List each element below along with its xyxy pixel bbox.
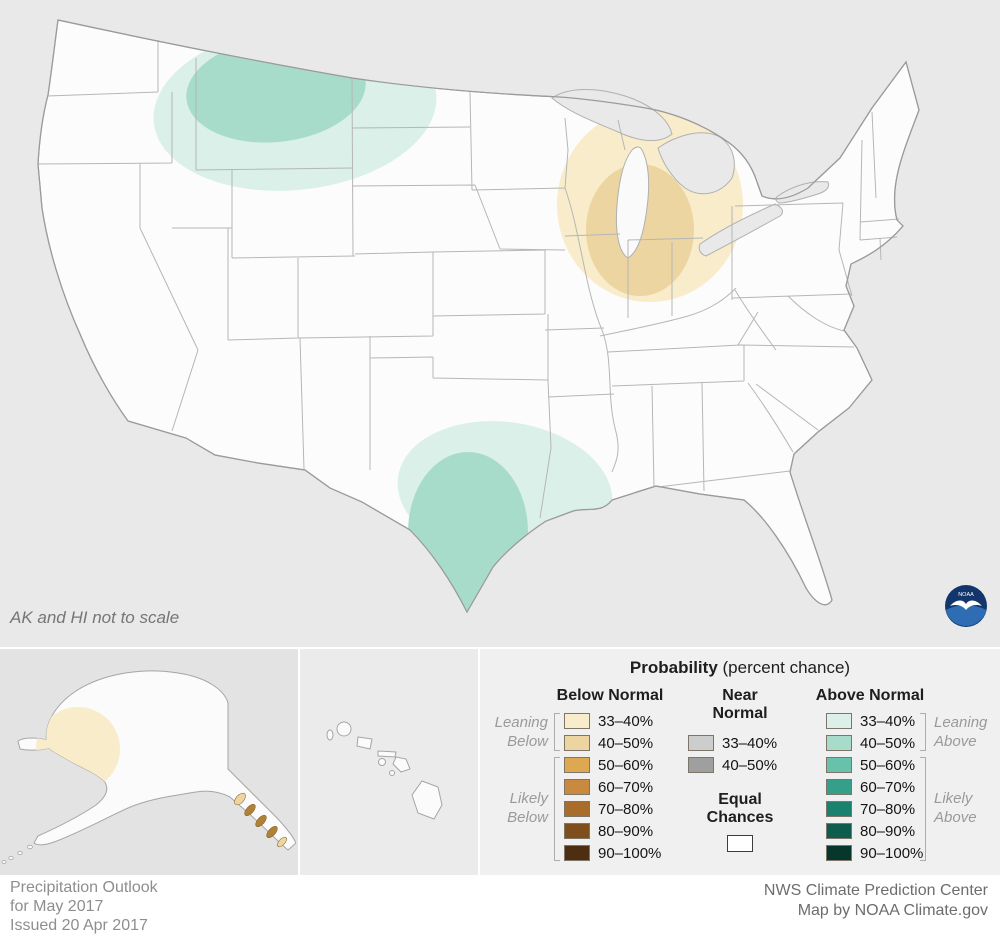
region-leaning-below-west-alaska <box>36 707 120 791</box>
legend-row: 60–70% <box>826 778 923 796</box>
legend-swatch <box>826 801 852 817</box>
legend-row: 50–60% <box>564 756 661 774</box>
noaa-logo: NOAA <box>944 584 988 628</box>
legend-rows-above: 33–40% 40–50% 50–60% 60–70% 70–80% 80–90… <box>826 712 924 862</box>
legend-row: 80–90% <box>564 822 661 840</box>
legend-row: 50–60% <box>826 756 923 774</box>
legend-row-label: 90–100% <box>598 844 662 862</box>
legend-row-label: 40–50% <box>598 734 654 752</box>
lake-superior <box>551 89 673 141</box>
legend-rows-near: 33–40% 40–50% <box>688 734 778 774</box>
lake-ontario <box>775 181 830 204</box>
legend-swatch <box>826 757 852 773</box>
legend-swatch <box>826 779 852 795</box>
lake-michigan <box>615 146 650 259</box>
legend-row-label: 33–40% <box>860 712 916 730</box>
legend-swatch <box>564 757 590 773</box>
footer-line: Issued 20 Apr 2017 <box>10 917 148 934</box>
legend-header-above: Above Normal <box>815 687 925 704</box>
legend-row-label: 80–90% <box>860 822 916 840</box>
legend-row: 80–90% <box>826 822 923 840</box>
footer-credits: NWS Climate Prediction Center Map by NOA… <box>764 881 988 921</box>
map-area: AK and HI not to scale NOAA <box>0 0 1000 647</box>
legend-row-label: 33–40% <box>598 712 654 730</box>
hawaii-inset <box>300 647 480 875</box>
footer-line: for May 2017 <box>10 898 104 915</box>
legend: Probability (percent chance) Below Norma… <box>480 647 1000 875</box>
legend-row-label: 50–60% <box>860 756 916 774</box>
footer-product-info: Precipitation Outlook for May 2017 Issue… <box>10 878 158 935</box>
scale-note: AK and HI not to scale <box>10 608 180 627</box>
legend-swatch <box>826 735 852 751</box>
footer-line: NWS Climate Prediction Center <box>763 882 988 899</box>
legend-row: 40–50% <box>564 734 661 752</box>
label-likely-below: Likely Below <box>507 790 548 826</box>
legend-row-label: 33–40% <box>722 734 778 752</box>
legend-row: 70–80% <box>826 800 923 818</box>
legend-row-label: 50–60% <box>598 756 654 774</box>
bracket-leaning-below <box>554 713 560 751</box>
region-leaning-above-texas-40-50 <box>408 452 528 612</box>
footer: Precipitation Outlook for May 2017 Issue… <box>0 875 1000 938</box>
legend-swatch <box>564 735 590 751</box>
footer-line: Precipitation Outlook <box>10 879 158 896</box>
legend-swatch <box>564 823 590 839</box>
equal-chances-swatch <box>727 835 753 852</box>
legend-row-label: 40–50% <box>860 734 916 752</box>
legend-swatch <box>826 845 852 861</box>
bracket-leaning-above <box>920 713 926 751</box>
label-leaning-below: Leaning Below <box>494 714 548 750</box>
noaa-logo-sea <box>945 605 987 627</box>
legend-row: 33–40% <box>564 712 661 730</box>
legend-row-label: 70–80% <box>598 800 654 818</box>
legend-row: 40–50% <box>688 756 778 774</box>
legend-row: 33–40% <box>826 712 923 730</box>
aleutian-islands <box>1 844 33 864</box>
legend-row-label: 80–90% <box>598 822 654 840</box>
legend-row: 90–100% <box>564 844 662 862</box>
noaa-seagull-icon <box>950 600 982 610</box>
legend-row-label: 90–100% <box>860 844 924 862</box>
us-map <box>37 19 920 614</box>
region-leaning-below-southeast-alaska <box>234 792 287 848</box>
us-outline <box>37 19 920 614</box>
lake-huron <box>657 132 735 195</box>
legend-swatch <box>564 779 590 795</box>
legend-header-near: Near Normal <box>712 687 768 722</box>
legend-title-rest: (percent chance) <box>717 658 851 677</box>
state-borders <box>37 40 900 519</box>
legend-row-label: 40–50% <box>722 756 778 774</box>
legend-row: 40–50% <box>826 734 923 752</box>
label-likely-above: Likely Above <box>934 790 977 826</box>
legend-title: Probability (percent chance) <box>480 658 1000 678</box>
legend-swatch <box>564 713 590 729</box>
legend-row: 60–70% <box>564 778 661 796</box>
legend-row-label: 60–70% <box>598 778 654 796</box>
bracket-likely-above <box>920 757 926 861</box>
equal-chances-label: Equal Chances <box>706 791 774 826</box>
legend-swatch <box>688 735 714 751</box>
legend-swatch <box>564 845 590 861</box>
legend-row-label: 70–80% <box>860 800 916 818</box>
legend-row: 90–100% <box>826 844 924 862</box>
legend-rows-below: 33–40% 40–50% 50–60% 60–70% 70–80% 80–90… <box>564 712 662 862</box>
legend-header-below: Below Normal <box>556 687 664 704</box>
lake-erie <box>698 203 783 257</box>
label-leaning-above: Leaning Above <box>934 714 988 750</box>
footer-line: Map by NOAA Climate.gov <box>797 902 988 919</box>
legend-row: 33–40% <box>688 734 778 752</box>
legend-swatch <box>826 713 852 729</box>
noaa-logo-text: NOAA <box>958 592 974 598</box>
legend-row: 70–80% <box>564 800 661 818</box>
legend-swatch <box>688 757 714 773</box>
alaska-inset <box>0 647 300 875</box>
legend-title-bold: Probability <box>629 658 718 677</box>
legend-swatch <box>564 801 590 817</box>
legend-row-label: 60–70% <box>860 778 916 796</box>
legend-swatch <box>826 823 852 839</box>
bracket-likely-below <box>554 757 560 861</box>
hawaiian-islands <box>326 721 443 820</box>
